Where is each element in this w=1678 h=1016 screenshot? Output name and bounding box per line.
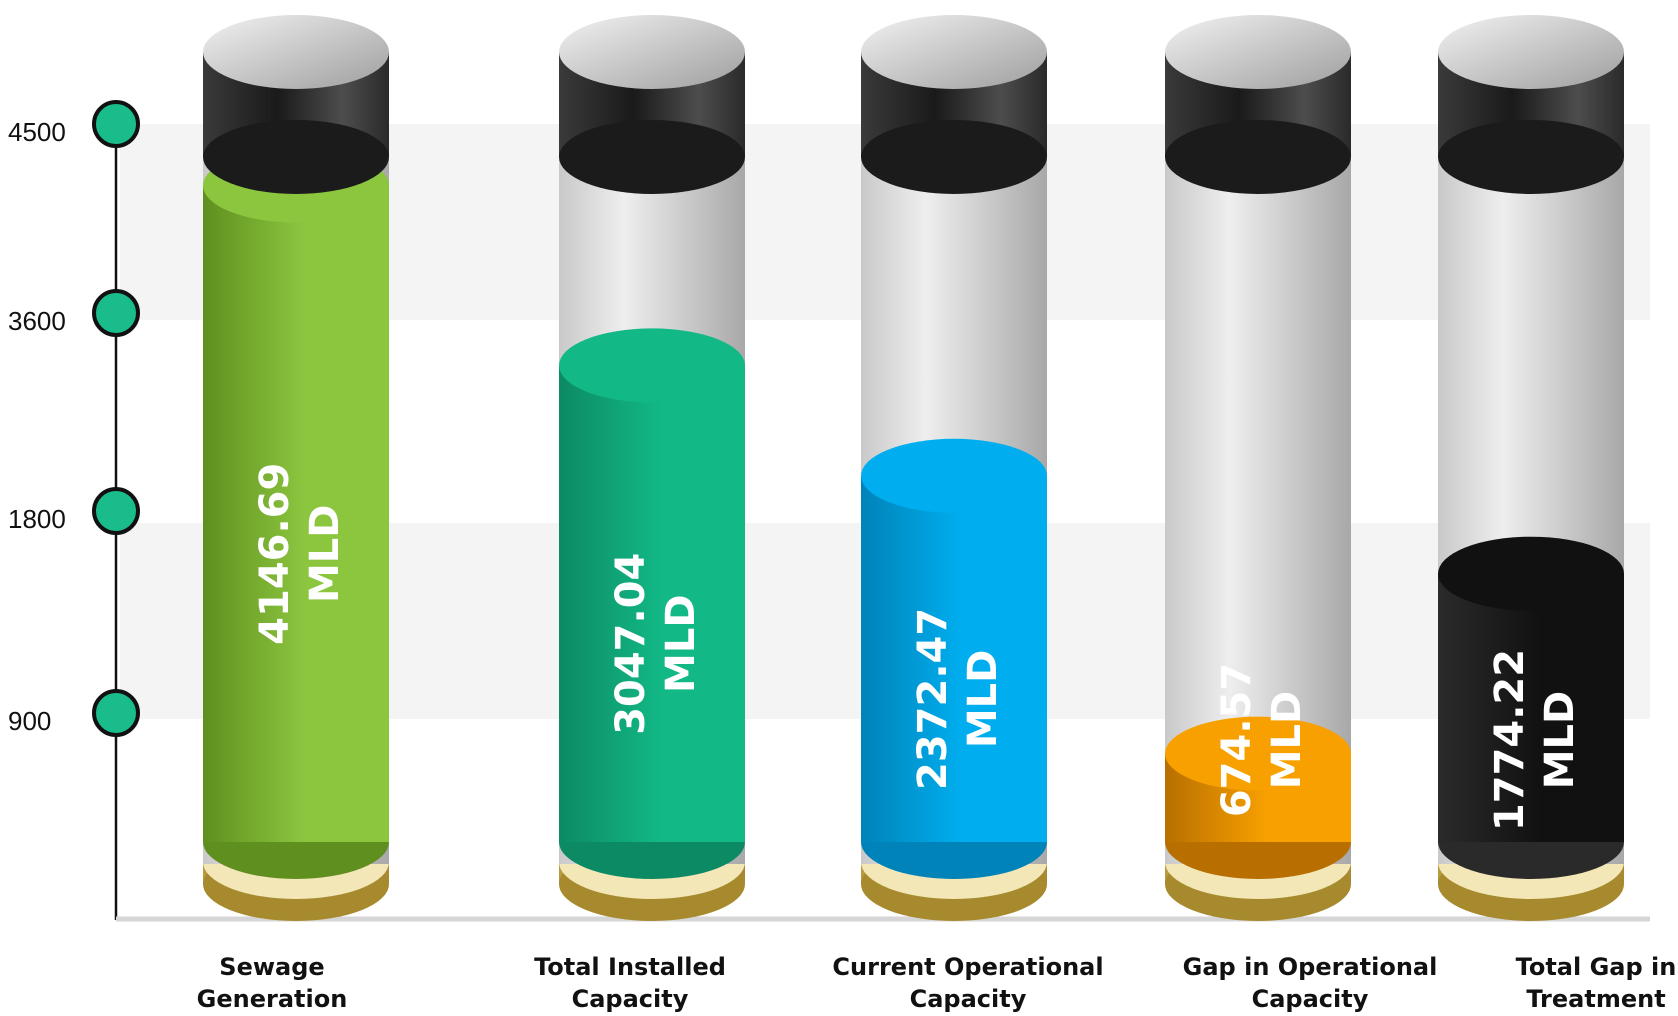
bar-cap-bottom (861, 120, 1047, 194)
bar-fill-top (1438, 536, 1624, 611)
bar-fill (203, 185, 389, 842)
bar-value-unit: MLD (1537, 691, 1583, 790)
bar-cylinder: 4146.69 MLD (203, 15, 389, 921)
bar-cap-top (559, 15, 745, 89)
bar-value-number: 2372.47 (910, 608, 956, 790)
bar-cap-top (203, 15, 389, 89)
category-label: Current Operational Capacity (832, 953, 1103, 1013)
y-ticks: 900 1800 3600 4500 (8, 100, 140, 737)
y-tick-marker (92, 100, 140, 148)
bar-cylinder: 2372.47 MLD (861, 15, 1047, 921)
bar-value-number: 674.57 (1214, 663, 1260, 817)
bar-value-label: 1774.22 MLD (1487, 649, 1583, 831)
bar-fill (861, 475, 1047, 842)
category-label-line: Treatment (1526, 985, 1665, 1013)
y-tick-label: 3600 (8, 306, 66, 336)
category-label-line: Total Gap in (1516, 953, 1677, 981)
category-label-line: Capacity (1252, 985, 1369, 1013)
bar-cap-top (1165, 15, 1351, 89)
y-tick-label: 4500 (8, 117, 66, 147)
y-tick-label: 900 (8, 706, 51, 736)
y-tick-label: 1800 (8, 504, 66, 534)
bar-fill (1438, 573, 1624, 842)
category-label-line: Current Operational (832, 953, 1103, 981)
bar-value-unit: MLD (1264, 691, 1310, 790)
bar-value-label: 3047.04 MLD (608, 553, 704, 735)
y-tick-marker (92, 487, 140, 535)
bar-value-label: 2372.47 MLD (910, 608, 1006, 790)
bar-value-unit: MLD (302, 505, 348, 604)
bar-value-number: 1774.22 (1487, 649, 1533, 831)
bar-cap-top (1438, 15, 1624, 89)
category-label: Total Gap in Treatment (1516, 953, 1677, 1013)
bar-fill-top (559, 328, 745, 403)
bar-value-label: 4146.69 MLD (252, 463, 348, 645)
category-label: Total Installed Capacity (534, 953, 726, 1013)
category-label: Sewage Generation (197, 953, 348, 1013)
bar-cylinder: 3047.04 MLD (559, 15, 745, 921)
bar-value-number: 4146.69 (252, 463, 298, 645)
bar-value-unit: MLD (658, 594, 704, 693)
bar-cap-bottom (559, 120, 745, 194)
bar-cap-bottom (1165, 120, 1351, 194)
y-tick-marker (92, 289, 140, 337)
bar-fill-top (1165, 716, 1351, 791)
bar-cylinder: 1774.22 MLD (1438, 15, 1624, 921)
bar-cap-top (861, 15, 1047, 89)
bars: 4146.69 MLD 3047.04 MLD 2372.47 MLD 674.57 MLD 1… (203, 15, 1624, 921)
bar-fill-top (861, 438, 1047, 513)
bar-value-label: 674.57 MLD (1214, 663, 1310, 817)
category-label: Gap in Operational Capacity (1183, 953, 1438, 1013)
category-label-line: Capacity (910, 985, 1027, 1013)
bar-cap-bottom (203, 120, 389, 194)
bar-value-unit: MLD (960, 650, 1006, 749)
category-label-line: Capacity (572, 985, 689, 1013)
bar-cylinder: 674.57 MLD (1165, 15, 1351, 921)
y-tick-marker (92, 689, 140, 737)
bar-cap-bottom (1438, 120, 1624, 194)
y-axis: 900 1800 3600 4500 (8, 100, 140, 920)
bar-value-number: 3047.04 (608, 553, 654, 735)
category-label-line: Generation (197, 985, 348, 1013)
bar-fill (559, 365, 745, 842)
category-label-line: Total Installed (534, 953, 726, 981)
category-label-line: Sewage (219, 953, 324, 981)
category-label-line: Gap in Operational (1183, 953, 1438, 981)
